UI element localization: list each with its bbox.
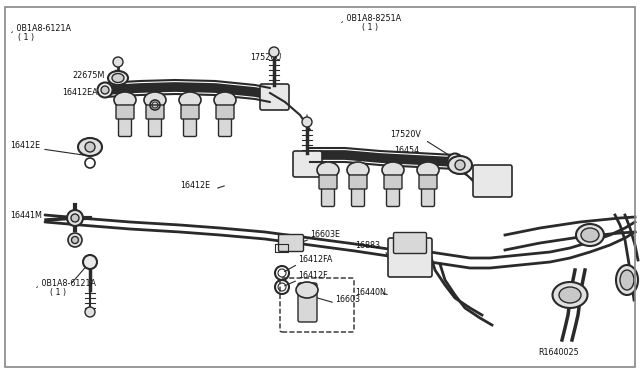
- Text: R1640025: R1640025: [538, 348, 579, 357]
- Ellipse shape: [616, 265, 638, 295]
- Circle shape: [72, 237, 79, 244]
- Text: ( 1 ): ( 1 ): [18, 33, 34, 42]
- FancyBboxPatch shape: [384, 175, 402, 189]
- FancyBboxPatch shape: [321, 176, 335, 206]
- FancyBboxPatch shape: [298, 283, 317, 322]
- FancyBboxPatch shape: [148, 106, 161, 137]
- Text: ¸ 0B1A8-6121A: ¸ 0B1A8-6121A: [35, 278, 96, 287]
- Ellipse shape: [179, 92, 201, 108]
- Text: 16412E: 16412E: [180, 181, 210, 190]
- FancyBboxPatch shape: [422, 176, 435, 206]
- Ellipse shape: [620, 270, 634, 290]
- FancyBboxPatch shape: [394, 232, 426, 253]
- Circle shape: [302, 117, 312, 127]
- Circle shape: [85, 307, 95, 317]
- FancyBboxPatch shape: [278, 234, 303, 251]
- Ellipse shape: [112, 74, 124, 83]
- FancyBboxPatch shape: [116, 105, 134, 119]
- Text: ¸ 0B1A8-6121A: ¸ 0B1A8-6121A: [10, 23, 71, 32]
- Circle shape: [67, 210, 83, 226]
- Ellipse shape: [559, 287, 581, 303]
- Text: 16440N: 16440N: [355, 288, 386, 297]
- Text: 17520U: 17520U: [250, 53, 282, 62]
- Circle shape: [451, 157, 459, 165]
- Text: ¸ 0B1A8-8251A: ¸ 0B1A8-8251A: [340, 13, 401, 22]
- Ellipse shape: [317, 162, 339, 178]
- FancyBboxPatch shape: [388, 238, 432, 277]
- FancyBboxPatch shape: [218, 106, 232, 137]
- Circle shape: [85, 142, 95, 152]
- Ellipse shape: [78, 138, 102, 156]
- FancyBboxPatch shape: [184, 106, 196, 137]
- FancyBboxPatch shape: [216, 105, 234, 119]
- FancyBboxPatch shape: [351, 176, 365, 206]
- Ellipse shape: [214, 92, 236, 108]
- Text: 16603E: 16603E: [310, 230, 340, 239]
- Circle shape: [455, 160, 465, 170]
- Ellipse shape: [382, 162, 404, 178]
- Ellipse shape: [552, 282, 588, 308]
- Circle shape: [113, 57, 123, 67]
- Circle shape: [83, 255, 97, 269]
- Text: 16603: 16603: [335, 295, 360, 304]
- Circle shape: [68, 233, 82, 247]
- Ellipse shape: [114, 92, 136, 108]
- FancyBboxPatch shape: [473, 165, 512, 197]
- Ellipse shape: [144, 92, 166, 108]
- FancyBboxPatch shape: [260, 84, 289, 110]
- FancyBboxPatch shape: [387, 176, 399, 206]
- Ellipse shape: [581, 228, 599, 242]
- Text: 22675M: 22675M: [72, 71, 104, 80]
- FancyBboxPatch shape: [419, 175, 437, 189]
- Text: 17520V: 17520V: [390, 130, 421, 139]
- FancyBboxPatch shape: [146, 105, 164, 119]
- Text: 16412FA: 16412FA: [298, 255, 332, 264]
- Text: 16441M: 16441M: [10, 211, 42, 220]
- Text: ( 1 ): ( 1 ): [362, 23, 378, 32]
- Ellipse shape: [347, 162, 369, 178]
- Text: 16412F: 16412F: [298, 271, 328, 280]
- Text: 16412E: 16412E: [10, 141, 40, 150]
- Ellipse shape: [108, 71, 128, 85]
- Circle shape: [97, 83, 113, 97]
- FancyBboxPatch shape: [319, 175, 337, 189]
- Circle shape: [71, 214, 79, 222]
- FancyBboxPatch shape: [181, 105, 199, 119]
- Circle shape: [269, 47, 279, 57]
- FancyBboxPatch shape: [293, 151, 322, 177]
- Ellipse shape: [417, 162, 439, 178]
- Ellipse shape: [448, 156, 472, 174]
- Ellipse shape: [576, 224, 604, 246]
- FancyBboxPatch shape: [349, 175, 367, 189]
- Text: 16412EA: 16412EA: [62, 88, 98, 97]
- Circle shape: [447, 154, 463, 169]
- Circle shape: [101, 86, 109, 94]
- Text: 16454: 16454: [394, 146, 419, 155]
- Text: ( 1 ): ( 1 ): [50, 288, 66, 297]
- FancyBboxPatch shape: [118, 106, 131, 137]
- Ellipse shape: [296, 282, 318, 298]
- Text: 16883: 16883: [355, 241, 380, 250]
